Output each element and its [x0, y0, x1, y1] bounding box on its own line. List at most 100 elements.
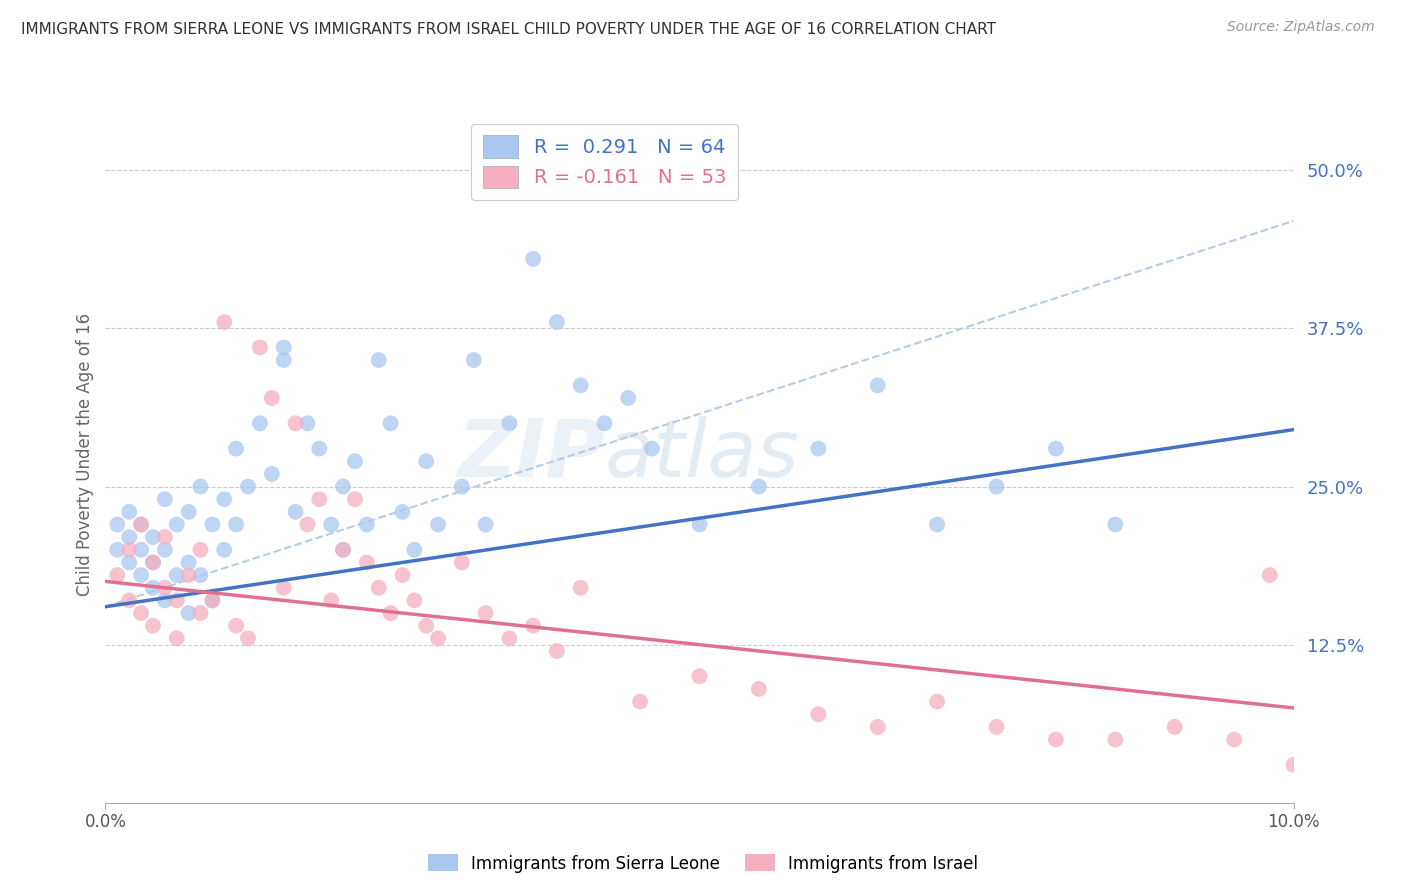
Point [214, 492, 236, 507]
Point [225, 618, 247, 632]
Point [190, 606, 212, 620]
Point [689, 517, 711, 532]
Point [118, 505, 141, 519]
Point [260, 391, 283, 405]
Point [332, 479, 354, 493]
Point [522, 618, 544, 632]
Point [153, 593, 176, 607]
Point [166, 568, 188, 582]
Point [641, 442, 664, 456]
Legend: Immigrants from Sierra Leone, Immigrants from Israel: Immigrants from Sierra Leone, Immigrants… [420, 847, 986, 880]
Point [474, 517, 496, 532]
Point [427, 517, 450, 532]
Point [190, 542, 212, 557]
Point [214, 542, 236, 557]
Point [201, 517, 224, 532]
Point [153, 492, 176, 507]
Point [236, 632, 259, 646]
Point [129, 542, 152, 557]
Point [593, 417, 616, 431]
Point [689, 669, 711, 683]
Point [105, 568, 128, 582]
Point [1104, 517, 1126, 532]
Text: Source: ZipAtlas.com: Source: ZipAtlas.com [1227, 20, 1375, 34]
Point [273, 581, 295, 595]
Point [807, 707, 830, 722]
Point [1223, 732, 1246, 747]
Point [201, 593, 224, 607]
Point [450, 556, 472, 570]
Point [748, 681, 770, 696]
Point [546, 644, 568, 658]
Point [569, 581, 592, 595]
Point [201, 593, 224, 607]
Point [297, 517, 319, 532]
Point [356, 517, 378, 532]
Point [332, 542, 354, 557]
Point [391, 505, 413, 519]
Point [118, 593, 141, 607]
Point [118, 530, 141, 544]
Point [380, 417, 402, 431]
Point [166, 593, 188, 607]
Point [748, 479, 770, 493]
Point [142, 530, 165, 544]
Point [273, 340, 295, 354]
Point [522, 252, 544, 266]
Point [927, 517, 949, 532]
Point [297, 417, 319, 431]
Point [214, 315, 236, 329]
Point [1282, 757, 1305, 772]
Point [427, 632, 450, 646]
Legend: R =  0.291   N = 64, R = -0.161   N = 53: R = 0.291 N = 64, R = -0.161 N = 53 [471, 124, 738, 200]
Point [498, 417, 520, 431]
Point [367, 581, 389, 595]
Point [367, 353, 389, 368]
Point [308, 492, 330, 507]
Point [142, 556, 165, 570]
Point [249, 340, 271, 354]
Point [225, 442, 247, 456]
Point [142, 618, 165, 632]
Point [142, 556, 165, 570]
Point [321, 517, 343, 532]
Point [284, 505, 307, 519]
Point [273, 353, 295, 368]
Point [463, 353, 485, 368]
Point [343, 492, 366, 507]
Point [190, 479, 212, 493]
Point [415, 454, 437, 468]
Point [177, 606, 200, 620]
Y-axis label: Child Poverty Under the Age of 16: Child Poverty Under the Age of 16 [76, 313, 94, 597]
Point [356, 556, 378, 570]
Point [1104, 732, 1126, 747]
Point [129, 517, 152, 532]
Point [118, 556, 141, 570]
Point [404, 593, 426, 607]
Point [249, 417, 271, 431]
Point [153, 581, 176, 595]
Point [380, 606, 402, 620]
Text: ZIP: ZIP [457, 416, 605, 494]
Point [986, 479, 1008, 493]
Point [190, 568, 212, 582]
Point [177, 556, 200, 570]
Point [177, 505, 200, 519]
Point [166, 632, 188, 646]
Point [1045, 732, 1067, 747]
Point [391, 568, 413, 582]
Point [105, 542, 128, 557]
Point [153, 530, 176, 544]
Text: IMMIGRANTS FROM SIERRA LEONE VS IMMIGRANTS FROM ISRAEL CHILD POVERTY UNDER THE A: IMMIGRANTS FROM SIERRA LEONE VS IMMIGRAN… [21, 22, 995, 37]
Point [1164, 720, 1187, 734]
Point [129, 568, 152, 582]
Point [628, 695, 651, 709]
Point [546, 315, 568, 329]
Point [343, 454, 366, 468]
Point [153, 542, 176, 557]
Point [129, 517, 152, 532]
Point [129, 606, 152, 620]
Point [284, 417, 307, 431]
Point [166, 517, 188, 532]
Point [450, 479, 472, 493]
